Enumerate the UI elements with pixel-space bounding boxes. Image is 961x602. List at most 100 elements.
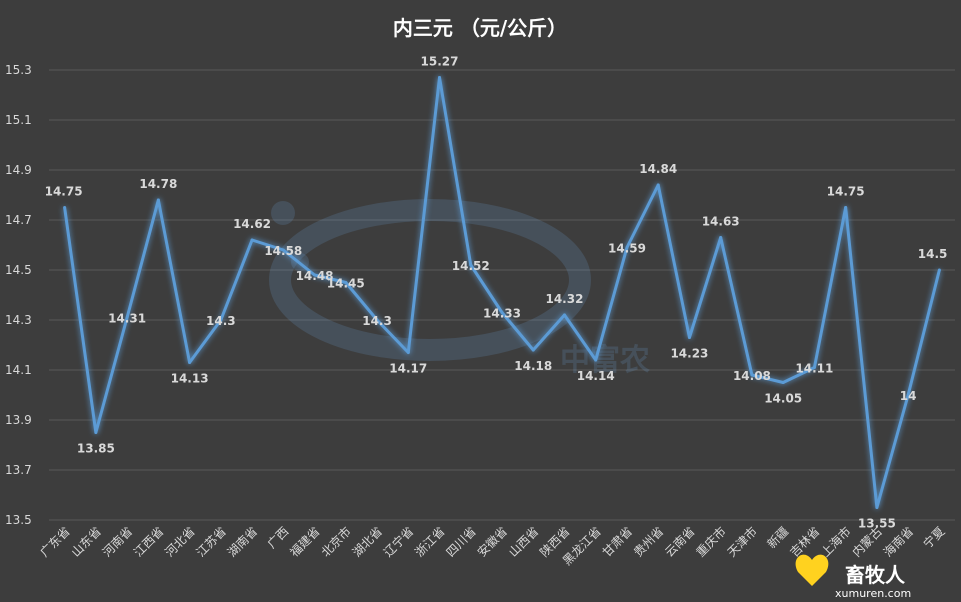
chart-title: 内三元 （元/公斤） xyxy=(393,16,567,40)
data-point xyxy=(781,381,785,384)
data-labels: 14.75 13.85 14.31 14.78 14.13 14.3 14.62 14.58 1… xyxy=(45,55,948,531)
x-tick-label: 贵州省 xyxy=(631,524,666,559)
data-label: 14.17 xyxy=(389,362,427,376)
x-tick-label: 山东省 xyxy=(69,524,104,559)
gridlines xyxy=(49,69,955,521)
series-line xyxy=(63,76,941,509)
data-label: 14.52 xyxy=(452,259,490,273)
data-label: 14.5 xyxy=(918,247,948,261)
data-point xyxy=(156,198,160,202)
data-point xyxy=(687,336,691,339)
data-label: 14.18 xyxy=(514,359,552,373)
x-tick-label: 湖北省 xyxy=(349,524,385,560)
data-label: 14 xyxy=(900,389,917,403)
y-tick-label: 14.3 xyxy=(5,313,32,327)
data-point xyxy=(625,246,629,249)
y-tick-label: 14.5 xyxy=(5,263,32,277)
data-label: 14.75 xyxy=(827,185,865,199)
data-label: 14.48 xyxy=(296,269,334,283)
x-tick-label: 北京市 xyxy=(318,524,354,560)
data-point xyxy=(719,236,723,239)
x-tick-label: 福建省 xyxy=(287,524,323,560)
brand-logo: 畜牧人 xumuren.com xyxy=(795,554,911,600)
x-tick-label: 广东省 xyxy=(37,524,72,559)
data-label: 14.58 xyxy=(264,244,302,258)
y-tick-label: 15.1 xyxy=(5,113,32,127)
data-label: 14.05 xyxy=(764,392,802,406)
data-point xyxy=(375,318,379,322)
data-point xyxy=(937,268,941,272)
data-label: 14.84 xyxy=(639,162,677,176)
x-tick-label: 广西 xyxy=(265,524,292,551)
data-point xyxy=(344,281,348,284)
y-tick-label: 14.7 xyxy=(5,213,32,227)
x-tick-label: 辽宁省 xyxy=(380,524,416,560)
x-tick-label: 安徽省 xyxy=(474,524,510,560)
x-tick-label: 吉林省 xyxy=(787,524,822,559)
brand-url: xumuren.com xyxy=(835,587,911,600)
data-point xyxy=(531,348,535,352)
x-tick-label: 江苏省 xyxy=(194,524,229,559)
y-tick-label: 13.5 xyxy=(5,513,32,527)
data-label: 14.14 xyxy=(577,369,615,383)
data-label: 14.78 xyxy=(139,177,177,191)
data-point xyxy=(594,358,598,362)
data-label: 15.27 xyxy=(421,55,459,69)
data-point xyxy=(500,311,504,314)
data-point xyxy=(94,431,98,434)
y-axis-ticks: 13.5 13.7 13.9 14.1 14.3 14.5 14.7 14.9 15.1 15.3 xyxy=(5,63,32,527)
data-point xyxy=(438,76,442,79)
data-point xyxy=(750,373,754,377)
data-point xyxy=(406,351,410,354)
x-tick-label: 云南省 xyxy=(661,524,697,560)
x-tick-label: 江西省 xyxy=(131,524,166,559)
data-label: 14.3 xyxy=(362,314,392,328)
data-point xyxy=(188,361,192,364)
data-point xyxy=(656,183,660,187)
data-label: 14.33 xyxy=(483,307,521,321)
data-label: 14.13 xyxy=(171,372,209,386)
x-tick-label: 宁夏 xyxy=(920,524,948,552)
data-label: 14.08 xyxy=(733,369,771,383)
data-point xyxy=(250,238,254,242)
y-tick-label: 15.3 xyxy=(5,63,32,77)
y-tick-label: 13.7 xyxy=(5,463,32,477)
x-tick-label: 新疆 xyxy=(764,524,792,552)
x-tick-label: 河南省 xyxy=(99,524,135,560)
x-tick-label: 山西省 xyxy=(506,524,541,559)
data-label: 14.3 xyxy=(206,314,236,328)
brand-name: 畜牧人 xyxy=(845,563,906,587)
x-tick-label: 河北省 xyxy=(162,524,197,559)
data-point xyxy=(562,313,566,317)
series-line-group xyxy=(63,76,941,509)
x-tick-label: 重庆市 xyxy=(693,524,729,560)
data-label: 14.31 xyxy=(108,312,146,326)
data-label: 14.59 xyxy=(608,242,646,256)
x-tick-label: 浙江省 xyxy=(412,524,447,559)
heart-icon xyxy=(795,554,829,586)
data-label: 14.45 xyxy=(327,277,365,291)
data-point xyxy=(313,273,317,277)
x-tick-label: 天津市 xyxy=(724,524,760,560)
watermark-text: 中富农 xyxy=(560,343,650,378)
data-label: 14.63 xyxy=(702,215,740,229)
data-point xyxy=(844,206,848,209)
data-point xyxy=(125,316,129,319)
y-tick-label: 14.9 xyxy=(5,163,32,177)
data-point xyxy=(812,366,816,369)
x-tick-label: 甘肃省 xyxy=(600,524,635,559)
x-tick-label: 湖南省 xyxy=(224,524,260,560)
data-point xyxy=(469,263,473,267)
watermark-logo: 中富农 xyxy=(269,199,650,378)
data-label: 14.11 xyxy=(795,362,833,376)
data-point xyxy=(281,248,285,252)
data-label: 14.62 xyxy=(233,217,271,231)
data-label: 13.85 xyxy=(77,442,115,456)
data-point xyxy=(906,393,910,397)
data-point xyxy=(219,318,223,322)
data-label: 14.75 xyxy=(45,185,83,199)
data-label: 13.55 xyxy=(858,517,896,531)
data-label: 14.23 xyxy=(670,347,708,361)
